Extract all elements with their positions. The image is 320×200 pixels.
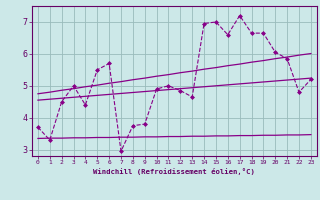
X-axis label: Windchill (Refroidissement éolien,°C): Windchill (Refroidissement éolien,°C) [93,168,255,175]
